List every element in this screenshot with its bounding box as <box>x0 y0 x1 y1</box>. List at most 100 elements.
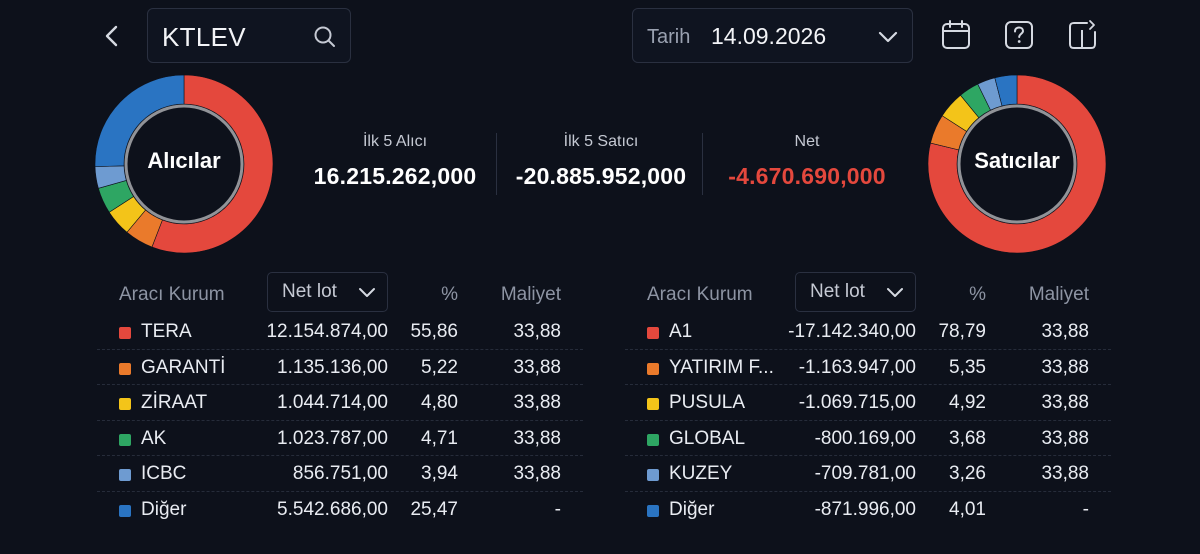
cost-value: 33,88 <box>1041 463 1089 484</box>
net-lot-value: -1.163.947,00 <box>798 356 916 378</box>
percent-value: 25,47 <box>410 498 458 520</box>
net-lot-sort-dropdown[interactable]: Net lot <box>267 272 388 312</box>
legend-swatch <box>119 469 131 481</box>
broker-name: KUZEY <box>669 463 733 484</box>
net-stat: Net -4.670.690,000 <box>712 133 902 190</box>
cost-value: - <box>1082 498 1089 520</box>
table-row[interactable]: GLOBAL -800.169,00 3,68 33,88 <box>625 421 1111 456</box>
back-button[interactable] <box>96 20 128 52</box>
buyers-table: Aracı Kurum Net lot % Maliyet TERA 12.154… <box>97 272 583 527</box>
table-row[interactable]: AK 1.023.787,00 4,71 33,88 <box>97 421 583 456</box>
broker-name: Diğer <box>669 498 715 520</box>
table-row[interactable]: GARANTİ 1.135.136,00 5,22 33,88 <box>97 350 583 385</box>
broker-name: GLOBAL <box>669 427 746 449</box>
table-row[interactable]: Diğer -871.996,00 4,01 - <box>625 492 1111 528</box>
cost-value: - <box>554 498 561 520</box>
col-cost-header: Maliyet <box>1028 284 1089 305</box>
buyers-table-header: Aracı Kurum Net lot % Maliyet <box>97 272 583 314</box>
calendar-icon[interactable] <box>939 18 973 52</box>
legend-swatch <box>119 362 131 375</box>
percent-value: 3,94 <box>421 463 458 484</box>
chevron-down-icon <box>359 288 375 297</box>
legend-swatch <box>647 398 659 410</box>
cost-value: 33,88 <box>513 321 561 342</box>
donut-slice-di-er <box>94 74 185 167</box>
search-icon[interactable] <box>312 24 338 50</box>
legend-swatch <box>647 362 659 375</box>
net-lot-value: -1.069.715,00 <box>798 392 916 413</box>
top5-sellers-label: İlk 5 Satıcı <box>563 133 639 150</box>
cost-value: 33,88 <box>513 463 561 484</box>
net-lot-value: -871.996,00 <box>814 498 916 520</box>
broker-name: YATIRIM F... <box>669 356 774 378</box>
date-selector[interactable]: Tarih 14.09.2026 <box>632 8 913 63</box>
legend-swatch <box>647 469 659 481</box>
table-row[interactable]: PUSULA -1.069.715,00 4,92 33,88 <box>625 385 1111 421</box>
broker-name: ICBC <box>141 463 187 484</box>
buyers-table-body: TERA 12.154.874,00 55,86 33,88 GARANTİ 1.135… <box>97 314 583 527</box>
percent-value: 55,86 <box>410 321 458 342</box>
legend-swatch <box>119 504 131 517</box>
stat-divider <box>496 133 497 195</box>
table-row[interactable]: ICBC 856.751,00 3,94 33,88 <box>97 456 583 492</box>
net-lot-sort-dropdown[interactable]: Net lot <box>795 272 916 312</box>
donut-slice-di-er <box>994 74 1018 107</box>
table-row[interactable]: Diğer 5.542.686,00 25,47 - <box>97 492 583 528</box>
percent-value: 4,01 <box>949 498 986 520</box>
table-row[interactable]: A1 -17.142.340,00 78,79 33,88 <box>625 314 1111 350</box>
cost-value: 33,88 <box>513 392 561 413</box>
legend-swatch <box>119 433 131 446</box>
sellers-table-body: A1 -17.142.340,00 78,79 33,88 YATIRIM F... -… <box>625 314 1111 527</box>
table-row[interactable]: ZİRAAT 1.044.714,00 4,80 33,88 <box>97 385 583 421</box>
chevron-down-icon <box>878 31 898 43</box>
table-row[interactable]: KUZEY -709.781,00 3,26 33,88 <box>625 456 1111 492</box>
col-cost-header: Maliyet <box>500 284 561 305</box>
net-value: -4.670.690,000 <box>728 163 886 189</box>
legend-swatch <box>647 433 659 446</box>
net-lot-value: 1.135.136,00 <box>277 356 388 378</box>
broker-name: AK <box>141 427 167 449</box>
date-label: Tarih <box>647 26 691 48</box>
donut-inner-ring <box>957 104 1077 224</box>
cost-value: 33,88 <box>1041 392 1089 413</box>
percent-value: 4,71 <box>421 427 458 449</box>
net-lot-sort-label: Net lot <box>282 281 337 302</box>
broker-name: A1 <box>669 321 693 342</box>
percent-value: 3,68 <box>949 427 986 449</box>
date-value: 14.09.2026 <box>711 23 827 49</box>
symbol-value[interactable]: KTLEV <box>162 22 246 52</box>
table-row[interactable]: YATIRIM F... -1.163.947,00 5,35 33,88 <box>625 350 1111 385</box>
broker-name: PUSULA <box>669 392 746 413</box>
cost-value: 33,88 <box>1041 321 1089 342</box>
percent-value: 78,79 <box>938 321 986 342</box>
buyers-donut-chart: Alıcılar <box>94 74 274 254</box>
col-broker-header: Aracı Kurum <box>647 284 753 305</box>
broker-name: TERA <box>141 321 192 342</box>
chevron-left-icon <box>105 25 118 47</box>
symbol-search-field[interactable]: KTLEV <box>147 8 351 63</box>
net-lot-value: 1.023.787,00 <box>277 427 388 449</box>
legend-swatch <box>119 327 131 339</box>
percent-value: 4,92 <box>949 392 986 413</box>
layout-switch-icon[interactable] <box>1065 18 1099 52</box>
donut-slice-a1 <box>927 74 1107 254</box>
donut-slice-tera <box>151 74 274 254</box>
net-lot-sort-label: Net lot <box>810 281 865 302</box>
net-lot-value: -800.169,00 <box>814 427 916 449</box>
net-lot-value: 856.751,00 <box>292 463 388 484</box>
percent-value: 5,22 <box>421 356 458 378</box>
sellers-table-header: Aracı Kurum Net lot % Maliyet <box>625 272 1111 314</box>
net-lot-value: -17.142.340,00 <box>788 321 916 342</box>
cost-value: 33,88 <box>513 427 561 449</box>
help-icon[interactable] <box>1002 18 1036 52</box>
percent-value: 5,35 <box>949 356 986 378</box>
donut-inner-ring <box>124 104 244 224</box>
legend-swatch <box>119 398 131 410</box>
sellers-donut-chart: Satıcılar <box>927 74 1107 254</box>
net-label: Net <box>794 133 820 150</box>
percent-value: 3,26 <box>949 463 986 484</box>
buyers-donut-svg <box>94 74 274 254</box>
sellers-table: Aracı Kurum Net lot % Maliyet A1 -17.142.… <box>625 272 1111 527</box>
table-row[interactable]: TERA 12.154.874,00 55,86 33,88 <box>97 314 583 350</box>
legend-swatch <box>647 504 659 517</box>
